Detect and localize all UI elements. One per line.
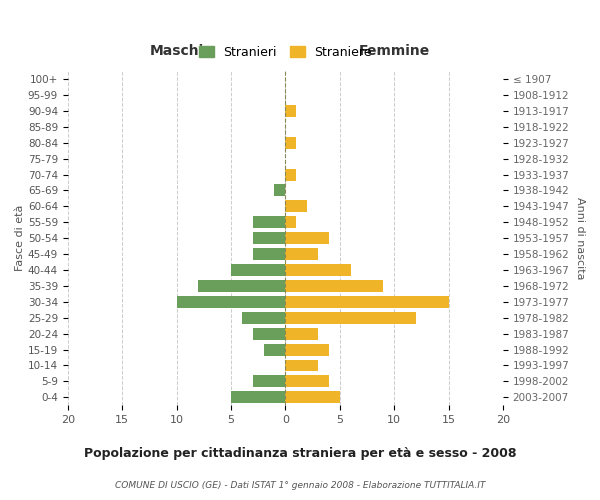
Bar <box>286 200 307 212</box>
Bar <box>274 184 286 196</box>
Bar <box>286 232 329 244</box>
Bar <box>286 105 296 117</box>
Bar <box>286 328 318 340</box>
Bar <box>286 312 416 324</box>
Bar <box>286 296 449 308</box>
Bar <box>286 344 329 355</box>
Bar <box>286 136 296 148</box>
Bar <box>286 280 383 292</box>
Legend: Stranieri, Straniere: Stranieri, Straniere <box>194 40 377 64</box>
Text: Popolazione per cittadinanza straniera per età e sesso - 2008: Popolazione per cittadinanza straniera p… <box>84 448 516 460</box>
Bar <box>199 280 286 292</box>
Y-axis label: Anni di nascita: Anni di nascita <box>575 197 585 280</box>
Bar <box>263 344 286 355</box>
Bar <box>253 376 286 388</box>
Bar <box>231 392 286 404</box>
Bar <box>286 376 329 388</box>
Bar <box>286 392 340 404</box>
Bar <box>253 248 286 260</box>
Bar <box>242 312 286 324</box>
Text: COMUNE DI USCIO (GE) - Dati ISTAT 1° gennaio 2008 - Elaborazione TUTTITALIA.IT: COMUNE DI USCIO (GE) - Dati ISTAT 1° gen… <box>115 480 485 490</box>
Bar <box>176 296 286 308</box>
Bar <box>286 248 318 260</box>
Bar <box>286 264 350 276</box>
Bar <box>231 264 286 276</box>
Bar <box>253 216 286 228</box>
Text: Femmine: Femmine <box>359 44 430 59</box>
Text: Maschi: Maschi <box>149 44 203 59</box>
Bar <box>253 328 286 340</box>
Bar <box>253 232 286 244</box>
Bar <box>286 168 296 180</box>
Bar <box>286 216 296 228</box>
Bar <box>286 360 318 372</box>
Y-axis label: Fasce di età: Fasce di età <box>15 205 25 272</box>
